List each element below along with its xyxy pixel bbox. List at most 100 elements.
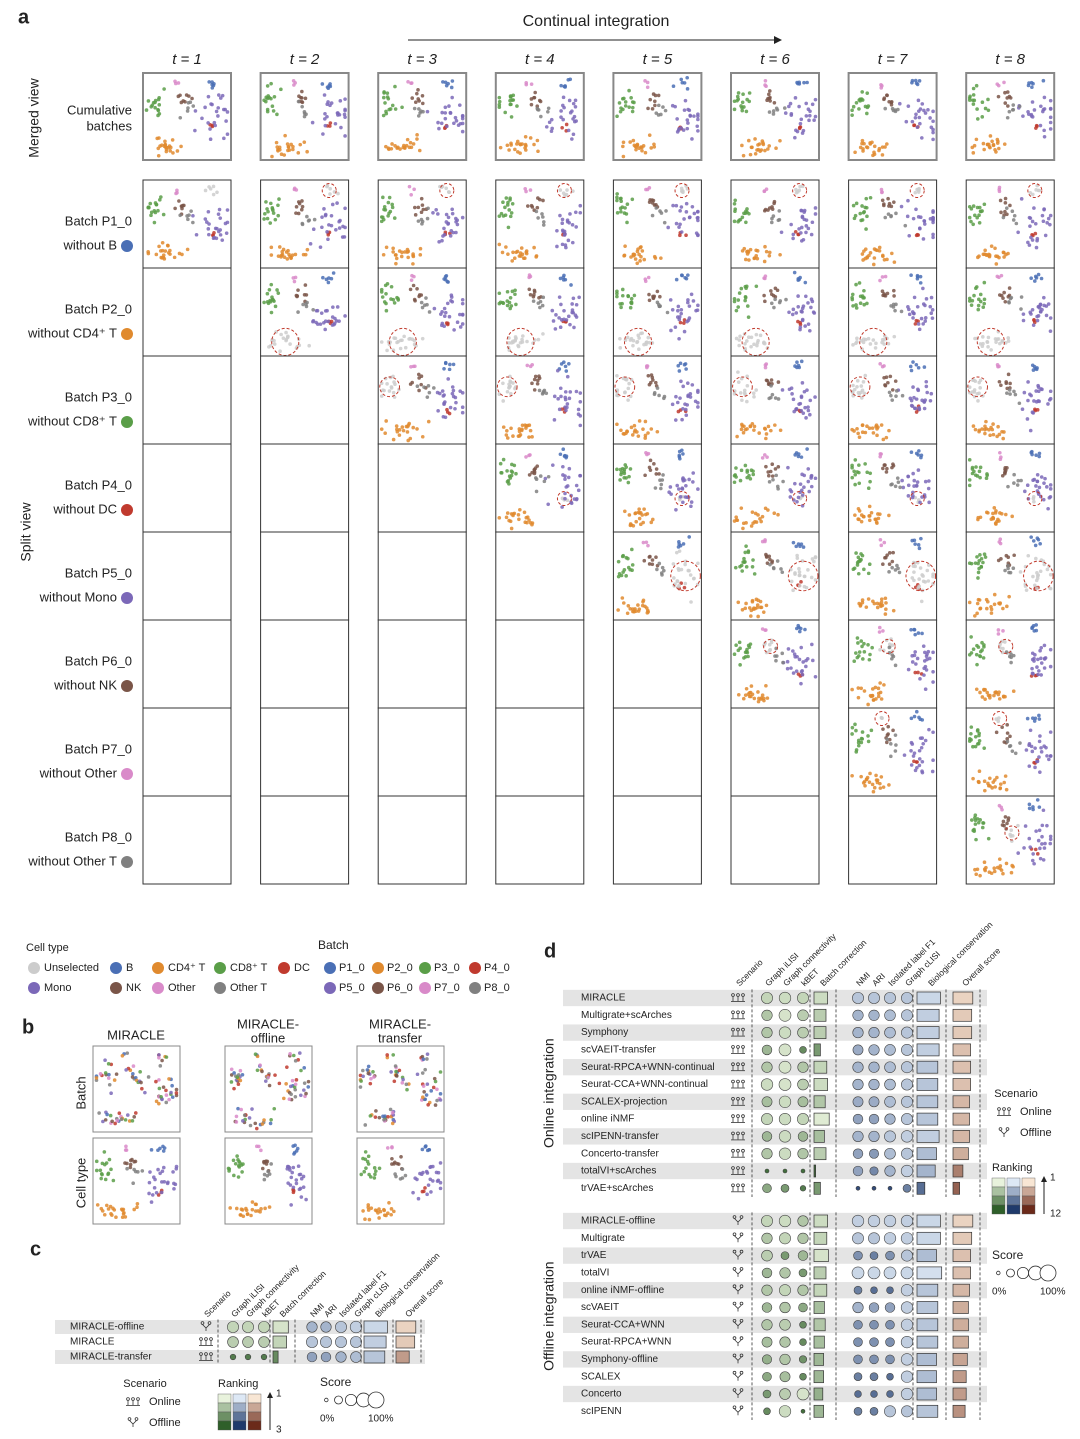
score-bar <box>813 991 828 1005</box>
umap-point <box>1016 851 1020 855</box>
umap-point <box>541 332 545 336</box>
umap-point <box>443 105 448 110</box>
umap-point <box>442 277 446 281</box>
umap-point <box>409 278 414 282</box>
umap-point <box>982 687 986 692</box>
highlight-circle <box>880 638 896 654</box>
umap-point <box>174 1087 179 1092</box>
umap-point <box>906 104 911 108</box>
umap-point <box>1011 653 1016 658</box>
umap-point <box>304 304 309 309</box>
umap-point <box>563 390 568 394</box>
umap-point <box>865 91 870 95</box>
score-dot <box>900 1130 914 1143</box>
umap-point <box>980 209 984 213</box>
umap-point <box>765 696 770 700</box>
umap-point <box>616 608 620 612</box>
umap-point <box>997 275 1001 280</box>
umap-point <box>314 320 318 325</box>
umap-point <box>1009 828 1014 833</box>
umap-point <box>208 127 212 131</box>
umap-point <box>865 145 870 150</box>
umap-point <box>289 1175 294 1180</box>
umap-point <box>896 566 900 571</box>
umap-point <box>284 338 288 343</box>
umap-point <box>1003 201 1008 205</box>
umap-point <box>860 388 865 393</box>
umap-point <box>862 650 867 654</box>
umap-point <box>119 1117 124 1122</box>
umap-point <box>859 384 864 388</box>
umap-point <box>1041 219 1046 224</box>
umap-point <box>679 230 684 234</box>
umap-point <box>343 107 347 112</box>
umap-point <box>898 485 902 490</box>
umap-point <box>677 449 682 454</box>
umap-point <box>732 392 737 396</box>
scenario-icon <box>741 1148 745 1153</box>
umap-point <box>398 147 402 151</box>
umap-point <box>887 551 892 555</box>
umap-point <box>507 386 511 390</box>
umap-point <box>125 1166 129 1171</box>
umap-point <box>991 422 995 426</box>
umap-point <box>277 245 282 249</box>
umap-point <box>379 427 384 431</box>
umap-point <box>500 300 505 305</box>
score-dot <box>884 1078 896 1091</box>
umap-point <box>524 81 529 85</box>
umap-point <box>527 473 532 477</box>
umap-point <box>529 82 534 86</box>
umap-point <box>524 251 529 256</box>
umap-point <box>790 312 795 317</box>
umap-point <box>1016 823 1020 828</box>
umap-point <box>683 559 688 564</box>
umap-point <box>744 544 748 548</box>
cell-frame <box>142 619 232 709</box>
umap-point <box>657 472 661 476</box>
umap-point <box>291 1185 296 1190</box>
umap-point <box>674 277 679 282</box>
umap-point <box>363 1157 368 1162</box>
umap-point <box>969 731 973 736</box>
umap-point <box>882 257 887 262</box>
score-dot <box>868 1061 880 1073</box>
score-dot <box>260 1353 268 1361</box>
umap-point <box>740 398 744 403</box>
umap-point <box>976 820 981 825</box>
row-label: without B <box>63 237 117 252</box>
umap-point <box>150 1193 155 1197</box>
umap-point <box>411 425 416 430</box>
umap-point <box>755 343 759 348</box>
umap-point <box>290 1170 295 1175</box>
umap-point <box>997 146 1001 151</box>
umap-point <box>652 145 657 149</box>
umap-point <box>194 232 199 237</box>
umap-point <box>1032 760 1036 765</box>
umap-point <box>458 325 463 329</box>
umap-point <box>734 643 738 648</box>
umap-point <box>1009 295 1014 300</box>
timepoint-label: t = 7 <box>878 51 908 68</box>
umap-point <box>1048 586 1053 591</box>
umap-point <box>857 509 862 513</box>
umap-point <box>639 331 643 336</box>
umap-point <box>628 607 633 611</box>
umap-point <box>222 136 226 141</box>
umap-point <box>366 1162 371 1166</box>
umap-point <box>1038 856 1043 861</box>
score-bar <box>916 1231 941 1245</box>
row-band <box>563 1162 987 1180</box>
umap-point <box>555 368 560 373</box>
umap-point <box>986 97 990 102</box>
umap-point <box>890 653 895 657</box>
umap-point <box>268 344 273 348</box>
umap-point <box>157 244 161 249</box>
umap-point <box>1002 80 1006 85</box>
umap-point <box>432 1076 437 1081</box>
umap-point <box>451 394 456 399</box>
umap-point <box>1006 484 1010 489</box>
umap-point <box>292 1152 296 1156</box>
score-dot <box>761 1215 773 1227</box>
cell-frame <box>260 619 350 709</box>
